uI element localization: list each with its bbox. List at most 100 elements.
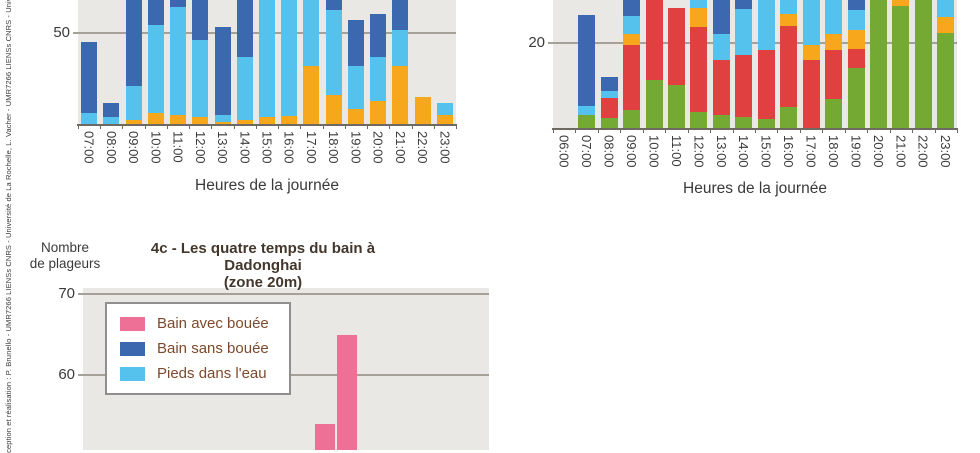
bar-segment — [192, 116, 209, 124]
bar-segment — [757, 50, 775, 119]
x-tick-mark — [411, 124, 413, 129]
bar-segment — [392, 65, 409, 124]
bar-segment — [735, 116, 753, 128]
x-tick-label-text: 13:00 — [215, 131, 231, 164]
bar-segment — [259, 117, 275, 124]
x-tick-label: 06:00 — [553, 135, 575, 168]
bar-segment — [847, 30, 865, 49]
x-tick-label: 17:00 — [800, 135, 822, 168]
bar-segment — [81, 113, 98, 124]
bar — [802, 0, 820, 128]
x-tick-label: 22:00 — [912, 135, 934, 168]
x-tick-label-text: 19:00 — [348, 131, 364, 164]
x-tick-mark — [710, 128, 712, 133]
bar-segment — [623, 0, 641, 17]
x-tick-label: 09:00 — [122, 131, 144, 164]
bar — [600, 77, 618, 128]
y-tick-label: 70 — [58, 285, 75, 302]
x-tick-label: 15:00 — [256, 131, 278, 164]
bar — [347, 20, 364, 124]
bar-segment — [937, 17, 955, 34]
bar-segment — [347, 20, 364, 66]
x-tick-mark — [687, 128, 689, 133]
x-tick-label: 13:00 — [710, 135, 732, 168]
bar — [281, 0, 298, 124]
x-tick-label: 11:00 — [167, 131, 189, 164]
bar — [370, 13, 387, 124]
chart-title-line1: 4c - Les quatre temps du bain à Dadongha… — [150, 240, 376, 274]
y-tick-mark — [78, 293, 83, 295]
y-axis-label-line2: de plageurs — [29, 256, 101, 271]
bar-segment — [937, 0, 955, 18]
bar-segment — [847, 68, 865, 128]
bar-segment — [347, 109, 364, 124]
bar — [578, 14, 596, 128]
bar-segment — [214, 115, 231, 122]
x-tick-label-text: 19:00 — [848, 135, 864, 168]
bar-segment — [170, 7, 187, 116]
bar-segment — [825, 0, 843, 34]
x-tick-label-text: 14:00 — [736, 135, 752, 168]
x-axis-line — [77, 124, 457, 126]
bar-segment — [414, 96, 431, 124]
bar-segment — [170, 0, 187, 8]
bar-segment — [780, 107, 798, 128]
bar — [780, 0, 798, 128]
bar-segment — [578, 14, 596, 107]
bar-segment — [825, 50, 843, 99]
x-tick-mark — [122, 124, 124, 129]
x-tick-label-text: 10:00 — [646, 135, 662, 168]
bar-segment — [325, 0, 342, 11]
bar-segment — [125, 0, 142, 86]
chart-title: 4c - Les quatre temps du bain à Dadongha… — [118, 240, 408, 291]
x-tick-label: 23:00 — [934, 135, 956, 168]
bar-segment — [735, 55, 753, 117]
x-axis-title-left-chart: Heures de la journée — [195, 177, 339, 194]
gridline — [553, 42, 957, 44]
x-tick-mark — [844, 128, 846, 133]
bar-segment — [757, 0, 775, 51]
bar-segment — [667, 7, 685, 86]
bar-segment — [314, 423, 335, 450]
gridline — [83, 293, 489, 295]
x-tick-label: 21:00 — [389, 131, 411, 164]
bar — [892, 0, 910, 128]
bar-segment — [600, 97, 618, 118]
bar-segment — [125, 120, 142, 124]
x-tick-label-text: 16:00 — [781, 135, 797, 168]
x-tick-label-text: 10:00 — [148, 131, 164, 164]
bar-segment — [690, 26, 708, 112]
bar-segment — [103, 103, 120, 117]
x-tick-label-text: 15:00 — [758, 135, 774, 168]
bar-segment — [623, 45, 641, 111]
legend-swatch-pink — [120, 316, 145, 331]
bar-segment — [892, 6, 910, 128]
bar-segment — [236, 57, 253, 120]
bar-segment — [578, 106, 596, 116]
x-tick-label-text: 12:00 — [192, 131, 208, 164]
x-tick-mark — [300, 124, 302, 129]
x-tick-mark — [575, 128, 577, 133]
x-tick-mark — [934, 128, 936, 133]
x-tick-mark — [665, 128, 667, 133]
bar-segment — [825, 98, 843, 128]
x-tick-mark — [189, 124, 191, 129]
x-tick-label: 09:00 — [620, 135, 642, 168]
x-tick-mark — [620, 128, 622, 133]
x-tick-mark — [822, 128, 824, 133]
bar-segment — [869, 0, 887, 128]
bar-segment — [347, 65, 364, 110]
y-tick-label: 50 — [53, 24, 70, 41]
x-axis-title-right-chart: Heures de la journée — [683, 180, 827, 197]
x-tick-mark — [777, 128, 779, 133]
plot-area — [553, 0, 957, 128]
chart-title-line2: (zone 20m) — [223, 274, 303, 291]
bar-segment — [281, 0, 298, 117]
bar-segment — [170, 115, 187, 124]
x-tick-labels: 07:00 08:00 09:00 10:00 11:00 12:00 13:00 14:00… — [78, 131, 456, 164]
bar-segment — [370, 13, 387, 57]
bar-segment — [337, 334, 358, 450]
x-tick-label: 18:00 — [822, 135, 844, 168]
bar — [103, 103, 120, 124]
